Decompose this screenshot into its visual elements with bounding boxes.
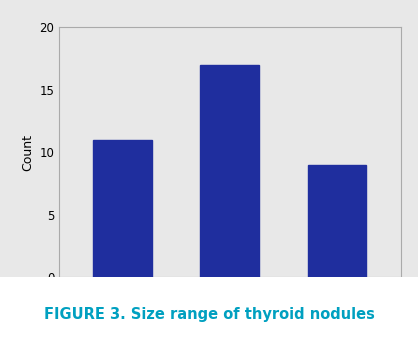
Bar [308,165,367,277]
Bar [93,140,152,277]
Bar [201,65,259,277]
Text: FIGURE 3. Size range of thyroid nodules: FIGURE 3. Size range of thyroid nodules [43,307,375,322]
Y-axis label: Count: Count [21,134,34,171]
